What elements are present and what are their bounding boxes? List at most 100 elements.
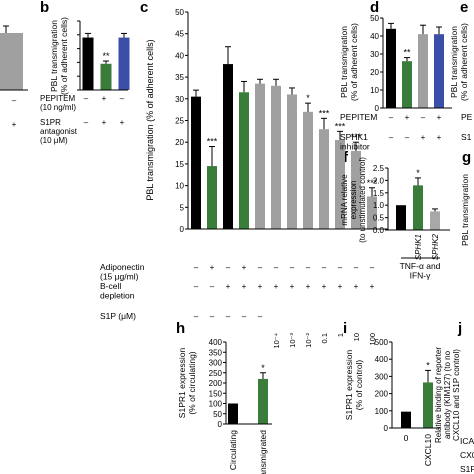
condition-mark-b: + — [102, 94, 107, 103]
significance-mark: * — [426, 360, 430, 370]
y-tick-label-d: 30 — [370, 50, 379, 59]
y-tick-label-c: 5 — [180, 203, 185, 212]
bar-b-1 — [100, 63, 112, 90]
condition-mark-c: – — [258, 263, 263, 272]
y-tick-label-c: 35 — [175, 73, 184, 82]
bar-b-2 — [118, 37, 130, 90]
condition-mark-b: – — [84, 118, 89, 127]
condition-mark-c: + — [322, 282, 327, 291]
condition-mark-c: – — [194, 263, 199, 272]
condition-mark-b: + — [120, 118, 125, 127]
y-tick-label-f: 1.5 — [373, 189, 385, 198]
panel-label-b: b — [40, 0, 49, 16]
condition-mark-d: – — [421, 113, 426, 122]
condition-mark-b: + — [102, 118, 107, 127]
condition-mark-c: + — [242, 282, 247, 291]
y-tick-label-h: 400 — [209, 338, 223, 347]
condition-label-e: S1 — [461, 132, 472, 142]
bar-c-7 — [303, 111, 313, 229]
condition-mark-d: – — [405, 133, 410, 142]
y-tick-label-c: 25 — [175, 117, 184, 126]
panel-label-g: g — [462, 149, 471, 166]
y-tick-label-c: 50 — [175, 8, 184, 17]
panel-label-c: c — [140, 0, 148, 16]
condition-mark-c: – — [274, 263, 279, 272]
bar-f-2 — [430, 211, 440, 230]
x-tick-label-f: SPHK2 — [431, 233, 440, 260]
condition-mark-c: – — [210, 282, 215, 291]
x-tick-label-f: SPHK1 — [414, 234, 423, 260]
panel-label-i: i — [343, 320, 347, 337]
condition-mark-d: – — [389, 133, 394, 142]
y-tick-label-f: 0.5 — [373, 214, 385, 223]
condition-label-c: Adiponectin (15 μg/ml) — [100, 262, 145, 282]
condition-mark-c: + — [306, 282, 311, 291]
bar-a-0 — [0, 33, 23, 90]
condition-label-j: CX0 — [460, 450, 474, 460]
y-tick-label-i: 400 — [375, 355, 389, 364]
bar-c-9 — [335, 140, 345, 229]
y-axis-label-h: S1PR1 expression(% of circulating) — [177, 348, 197, 419]
y-tick-label-i: 100 — [375, 407, 389, 416]
y-axis-label-f: mRNA relativeexpression(to unstimulated … — [340, 157, 367, 243]
y-tick-label-i: 0 — [384, 424, 389, 433]
y-tick-label-h: 200 — [209, 379, 223, 388]
x-tick-label-h: Transmigrated — [258, 430, 268, 474]
condition-mark-c: – — [226, 312, 231, 321]
condition-mark-c: + — [242, 263, 247, 272]
condition-mark-d: + — [437, 113, 442, 122]
y-tick-label-i: 200 — [375, 390, 389, 399]
condition-label-c: S1P (μM) — [100, 311, 136, 321]
condition-mark-c: + — [290, 282, 295, 291]
condition-mark-c: – — [322, 263, 327, 272]
condition-mark-c: 10⁻³ — [288, 333, 297, 348]
x-tick-label-h: Circulating — [228, 430, 238, 470]
bar-i-0 — [401, 411, 411, 428]
condition-mark-d: – — [389, 113, 394, 122]
condition-mark-c: + — [274, 282, 279, 291]
panel-label-f: f — [343, 149, 349, 166]
y-axis-label-c: PBL transmigration (% of adherent cells) — [145, 39, 155, 200]
condition-mark-a: + — [12, 120, 17, 129]
y-tick-label-h: 50 — [213, 410, 222, 419]
bar-d-2 — [418, 34, 428, 109]
significance-mark: ** — [102, 51, 110, 61]
bar-h-1 — [258, 378, 268, 424]
condition-mark-a: – — [12, 96, 17, 105]
condition-mark-c: – — [258, 312, 263, 321]
bar-f-0 — [396, 205, 406, 230]
y-tick-label-c: 0 — [180, 225, 185, 234]
y-axis-label-g: PBL transmigration — [460, 174, 470, 246]
bar-i-1 — [423, 382, 433, 428]
condition-label-d: SPHK1 inhibitor — [340, 132, 370, 152]
y-tick-label-h: 150 — [209, 389, 223, 398]
condition-mark-c: + — [226, 282, 231, 291]
condition-mark-d: + — [405, 113, 410, 122]
bar-c-2 — [223, 64, 233, 229]
condition-mark-c: 10⁻² — [304, 333, 313, 348]
condition-mark-c: – — [194, 282, 199, 291]
y-axis-label-e: PBL transmigration(% of adherent cells) — [449, 23, 469, 101]
condition-mark-b: – — [84, 94, 89, 103]
significance-mark: *** — [319, 108, 330, 118]
condition-mark-c: + — [258, 282, 263, 291]
group-label-f: TNF-α and IFN-γ — [400, 261, 441, 281]
condition-mark-c: + — [354, 282, 359, 291]
significance-mark: * — [261, 363, 265, 373]
y-tick-label-f: 2.0 — [373, 176, 385, 185]
y-axis-label-j: Relative binding of reporterantibody (KI… — [434, 347, 461, 443]
bar-d-0 — [386, 28, 396, 108]
bar-c-3 — [239, 92, 249, 229]
y-tick-label-f: 1.0 — [373, 201, 385, 210]
condition-mark-c: 0.1 — [320, 333, 329, 343]
panel-label-j: j — [457, 320, 462, 337]
y-tick-label-h: 300 — [209, 359, 223, 368]
y-tick-label-h: 250 — [209, 369, 223, 378]
y-tick-label-h: 0 — [218, 420, 223, 429]
y-tick-label-i: 500 — [375, 338, 389, 347]
condition-mark-c: – — [290, 263, 295, 272]
y-tick-label-i: 300 — [375, 372, 389, 381]
condition-mark-c: 1 — [336, 333, 345, 337]
y-tick-label-c: 45 — [175, 30, 184, 39]
